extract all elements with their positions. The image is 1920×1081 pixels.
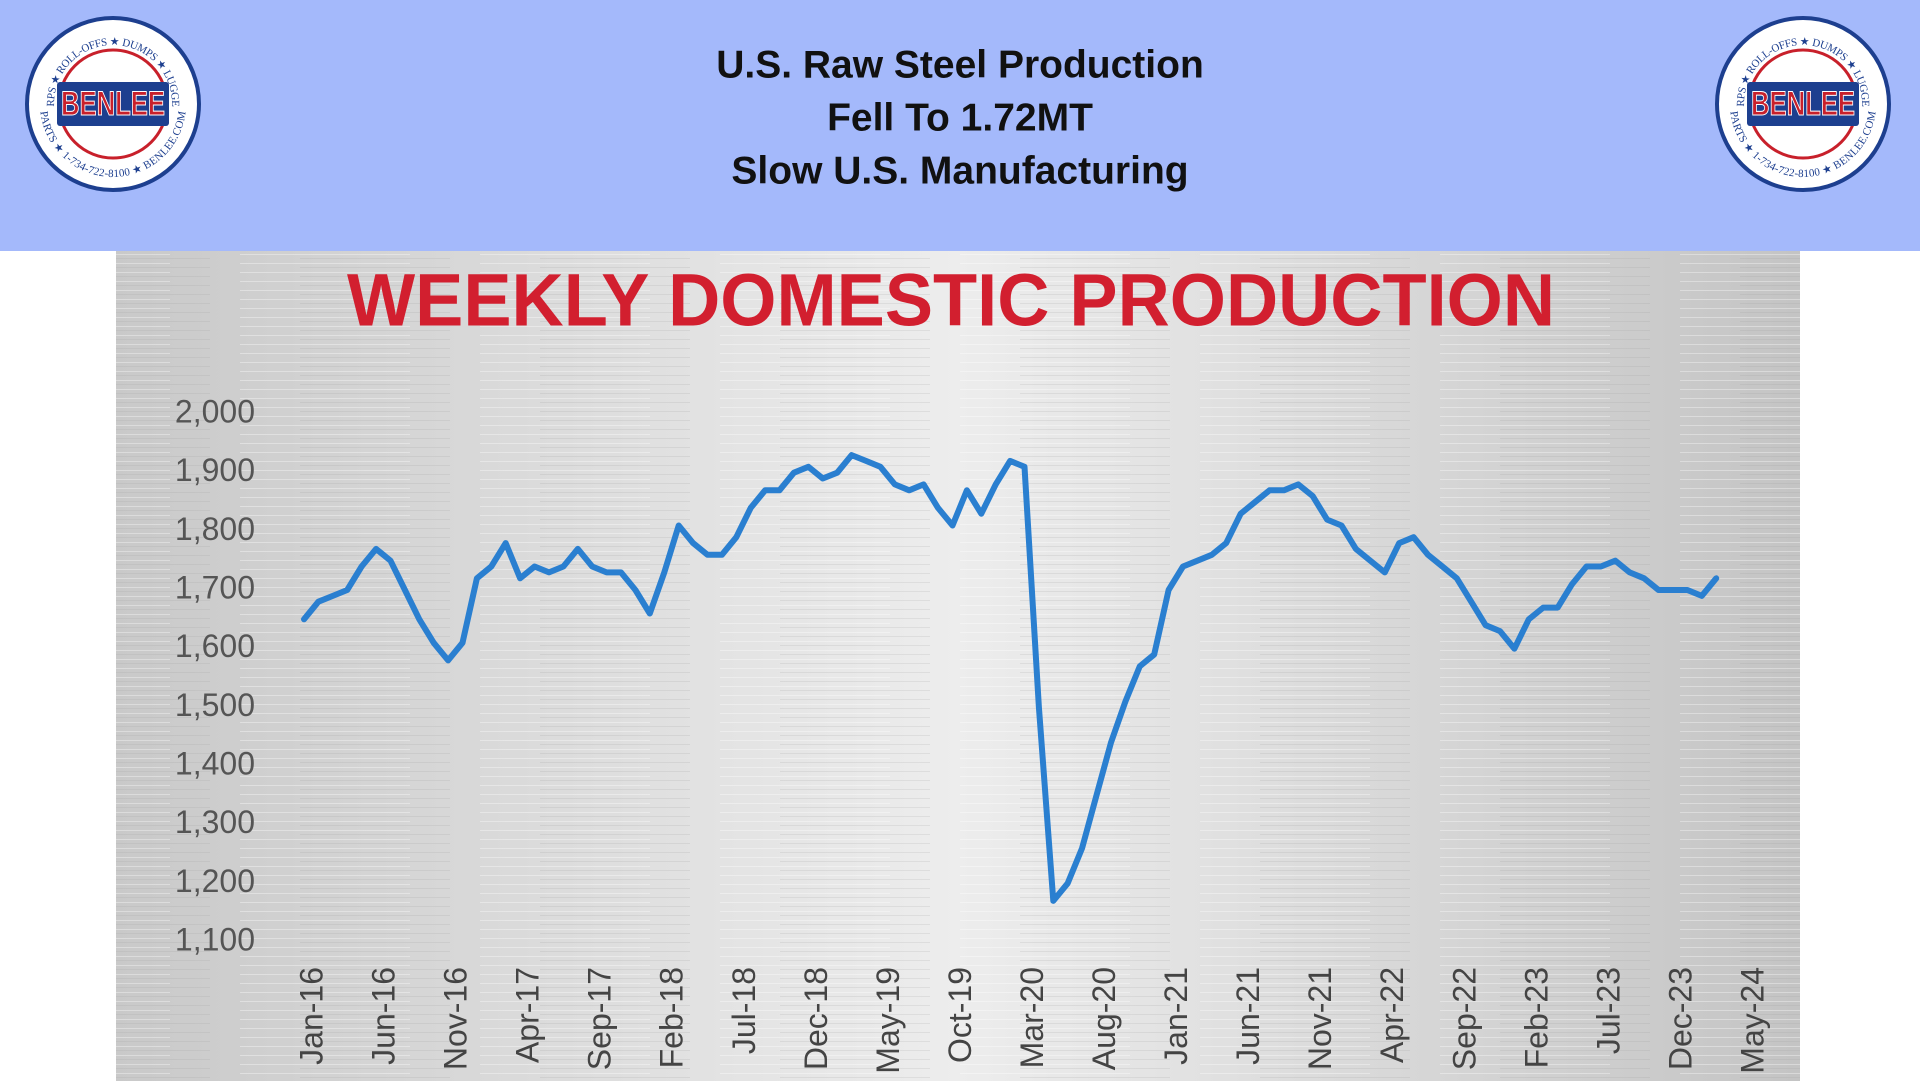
y-tick-label: 2,000 — [175, 393, 255, 429]
y-tick-label: 1,500 — [175, 687, 255, 723]
x-tick-label: Apr-17 — [510, 967, 546, 1063]
x-tick-label: Dec-23 — [1662, 967, 1698, 1070]
y-tick-label: 1,900 — [175, 452, 255, 488]
x-tick-label: Jan-21 — [1158, 967, 1194, 1065]
plot-area: 1,100 1,200 1,300 1,400 1,500 1,600 1,700 1,800… — [175, 393, 1771, 1073]
x-tick-label: Apr-22 — [1374, 967, 1410, 1063]
y-tick-label: 1,400 — [175, 745, 255, 781]
y-tick-label: 1,200 — [175, 863, 255, 899]
logo-name: BENLEE — [61, 85, 165, 123]
x-tick-label: Feb-18 — [654, 967, 690, 1068]
x-tick-label: Mar-20 — [1014, 967, 1050, 1068]
x-tick-label: Jun-16 — [366, 967, 402, 1065]
x-tick-label: May-24 — [1734, 967, 1770, 1074]
header-title: Slow U.S. Manufacturing — [731, 149, 1188, 192]
x-tick-label: Aug-20 — [1086, 967, 1122, 1070]
y-tick-label: 1,800 — [175, 511, 255, 547]
x-tick-label: May-19 — [870, 967, 906, 1074]
x-tick-label: Dec-18 — [798, 967, 834, 1070]
x-tick-label: Jul-23 — [1590, 967, 1626, 1054]
data-line — [301, 452, 1720, 904]
x-tick-label: Oct-19 — [942, 967, 978, 1063]
x-tick-label: Feb-23 — [1518, 967, 1554, 1068]
x-tick-label: Sep-22 — [1446, 967, 1482, 1070]
x-tick-label: Nov-21 — [1302, 967, 1338, 1070]
logo: TARPS ★ ROLL-OFFS ★ DUMPS ★ LUGGERS PART… — [25, 16, 201, 192]
chart-texture — [116, 251, 1800, 1081]
logo-name: BENLEE — [1751, 85, 1855, 123]
x-tick-label: Nov-16 — [438, 967, 474, 1070]
header-band — [0, 0, 1920, 251]
y-tick-label: 1,100 — [175, 921, 255, 957]
chart-title: WEEKLY DOMESTIC PRODUCTION — [347, 259, 1555, 342]
y-tick-label: 1,300 — [175, 804, 255, 840]
x-tick-label: Jan-16 — [293, 967, 329, 1065]
header-title: U.S. Raw Steel Production — [716, 43, 1204, 86]
y-tick-label: 1,600 — [175, 628, 255, 664]
x-tick-label: Sep-17 — [582, 967, 618, 1070]
x-tick-label: Jun-21 — [1230, 967, 1266, 1065]
y-tick-label: 1,700 — [175, 569, 255, 605]
logo: TARPS ★ ROLL-OFFS ★ DUMPS ★ LUGGERS PART… — [1715, 16, 1891, 192]
header-title: Fell To 1.72MT — [827, 96, 1093, 139]
x-tick-label: Jul-18 — [726, 967, 762, 1054]
